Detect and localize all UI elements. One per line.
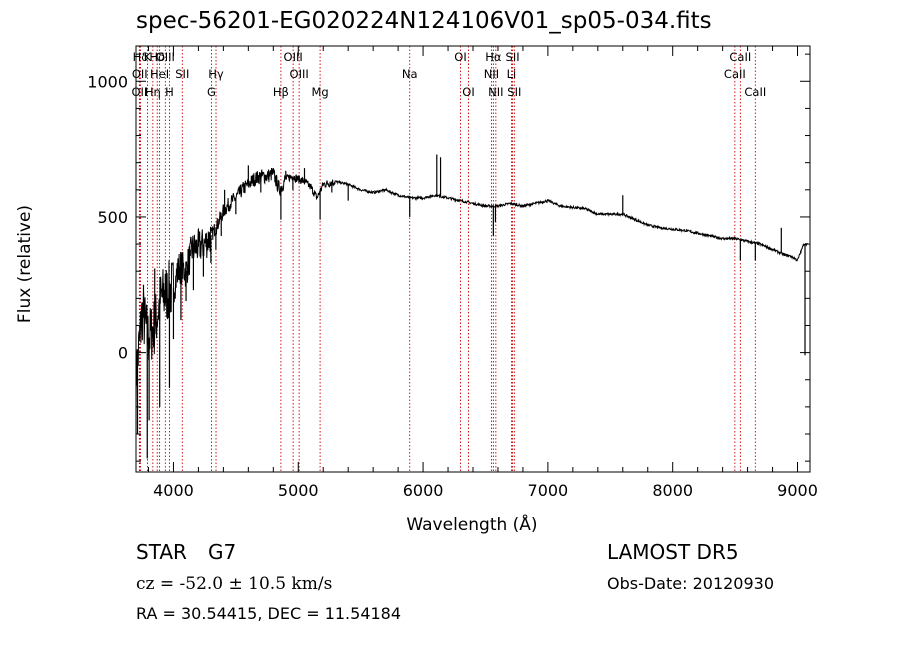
line-label: Hγ — [208, 67, 224, 81]
line-label: Hδ — [133, 50, 149, 64]
object-class: STAR — [136, 540, 187, 564]
x-tick-label: 9000 — [777, 481, 818, 500]
axes: 4000 5000 6000 7000 8000 9000 0 500 1000 — [87, 45, 818, 500]
line-label: OIII — [156, 50, 175, 64]
line-label: CaII — [724, 67, 746, 81]
line-label: CaII — [744, 85, 766, 99]
survey-name: LAMOST DR5 — [607, 540, 739, 564]
coordinates: RA = 30.54415, DEC = 11.54184 — [136, 604, 402, 623]
line-label: OIII — [284, 50, 303, 64]
x-tick-label: 6000 — [403, 481, 444, 500]
x-tick-label: 5000 — [278, 481, 319, 500]
line-label: OII — [132, 67, 148, 81]
redshift: cz = -52.0 ± 10.5 km/s — [136, 574, 333, 594]
line-label: NII — [488, 85, 503, 99]
x-tick-label: 8000 — [652, 481, 693, 500]
line-label: HeI — [150, 67, 169, 81]
line-markers — [138, 46, 756, 472]
plot-frame — [135, 45, 811, 473]
line-label: SII — [175, 67, 189, 81]
y-tick-label: 0 — [118, 344, 128, 363]
y-tick-label: 1000 — [87, 72, 128, 91]
line-label: Na — [402, 67, 418, 81]
object-subclass: G7 — [208, 540, 237, 564]
line-label: K — [144, 50, 152, 64]
line-label: H — [165, 85, 174, 99]
spectrum-line — [135, 167, 808, 411]
line-label: CaII — [729, 50, 751, 64]
line-label: OIII — [290, 67, 309, 81]
x-tick-label: 4000 — [153, 481, 194, 500]
line-label: Mg — [311, 85, 328, 99]
plot-title: spec-56201-EG020224N124106V01_sp05-034.f… — [136, 8, 712, 34]
line-label: G — [207, 85, 216, 99]
line-label: SII — [506, 50, 520, 64]
spectrum — [135, 154, 808, 459]
x-axis-label: Wavelength (Å) — [406, 513, 537, 535]
line-label: Hβ — [273, 85, 289, 99]
y-tick-label: 500 — [97, 208, 128, 227]
line-label: Li — [507, 67, 517, 81]
obs-date: Obs-Date: 20120930 — [607, 574, 775, 593]
line-label: Hδ — [149, 50, 165, 64]
line-label: Hα — [485, 50, 502, 64]
line-label: SII — [507, 85, 521, 99]
line-label: OII — [131, 85, 147, 99]
line-label: OI — [454, 50, 466, 64]
line-label: NII — [484, 67, 499, 81]
line-label: Hη — [145, 85, 161, 99]
y-axis-label: Flux (relative) — [15, 205, 35, 323]
line-label: OI — [462, 85, 474, 99]
x-tick-label: 7000 — [528, 481, 569, 500]
